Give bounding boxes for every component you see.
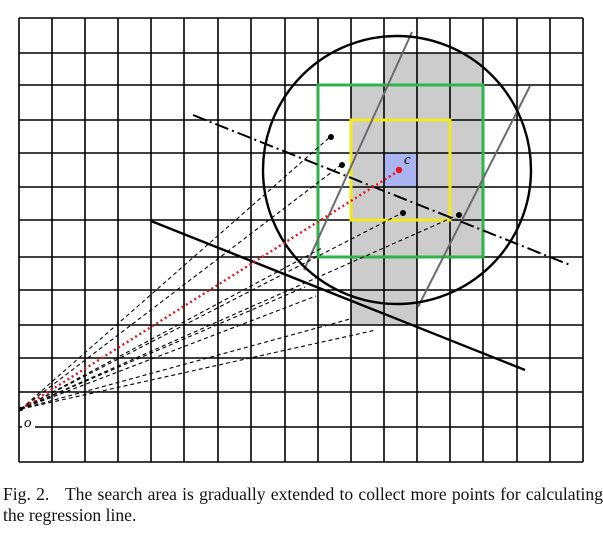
yellow-search-box [349, 118, 452, 222]
collected-point [400, 210, 406, 216]
collected-point [328, 134, 334, 140]
collected-point [339, 162, 345, 168]
ray-1 [20, 136, 331, 410]
grid [18, 17, 584, 463]
ray-7 [20, 295, 317, 410]
regression-search-diagram: o c [18, 17, 584, 463]
dash-dot-line [192, 114, 571, 266]
dashed-rays [20, 136, 459, 410]
search-circle [261, 34, 533, 306]
green-search-box [316, 83, 485, 259]
ray-5 [20, 247, 323, 410]
caption-label: Fig. 2. [3, 484, 50, 504]
ray-4 [20, 214, 459, 410]
ray-6 [20, 286, 306, 410]
center-label: c [404, 152, 411, 168]
caption-text: The search area is gradually extended to… [3, 484, 603, 525]
ray-8 [20, 318, 351, 410]
origin-label: o [24, 415, 32, 431]
sampling-line-right [417, 85, 531, 308]
collected-point [456, 212, 462, 218]
ray-2 [20, 164, 342, 410]
figure-caption: Fig. 2. The search area is gradually ext… [3, 484, 603, 526]
origin-label-bg [22, 413, 35, 429]
ray-3 [20, 212, 403, 410]
ray-9 [20, 329, 377, 410]
regression-line [150, 219, 526, 372]
sampling-line-left [303, 31, 413, 271]
center-point [395, 166, 403, 174]
origin-point [18, 406, 24, 412]
